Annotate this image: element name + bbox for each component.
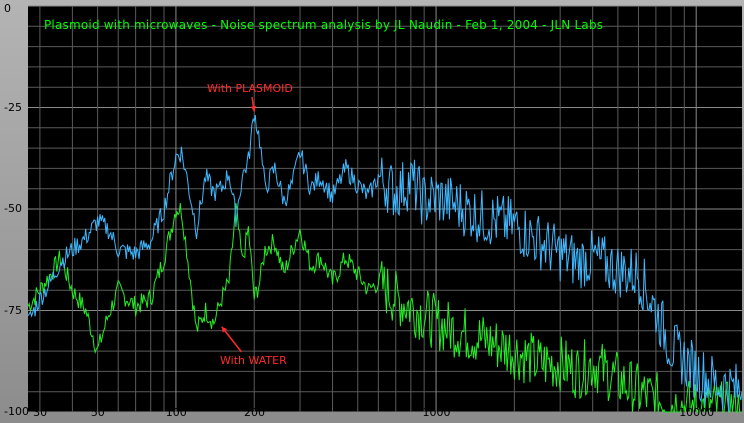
x-tick-label: 50 — [90, 406, 105, 419]
series-group — [27, 114, 743, 414]
y-tick-label: 0 — [4, 2, 11, 15]
annotation-plasmoid: With PLASMOID — [207, 82, 293, 95]
x-tick-label: 10000 — [679, 406, 715, 419]
x-tick-label: 30 — [33, 406, 48, 419]
y-tick-label: -75 — [4, 303, 22, 317]
annotation-arrow-head — [221, 326, 228, 333]
x-tick-label: 100 — [165, 406, 187, 419]
grid — [28, 5, 742, 413]
y-tick-label: -25 — [4, 100, 22, 114]
annotation-water: With WATER — [220, 354, 287, 367]
series-line-with-plasmoid — [27, 114, 743, 413]
y-tick-label: -50 — [4, 202, 22, 215]
x-tick-label: 1000 — [422, 406, 451, 419]
annotation-arrow-line — [221, 326, 243, 353]
chart-title: Plasmoid with microwaves - Noise spectru… — [44, 18, 604, 32]
x-tick-label: 200 — [244, 406, 266, 419]
series-line-with-water — [27, 203, 742, 414]
annotation-arrows — [221, 96, 257, 353]
y-tick-label: -100 — [4, 405, 29, 418]
annotation-arrow-head — [250, 105, 257, 112]
